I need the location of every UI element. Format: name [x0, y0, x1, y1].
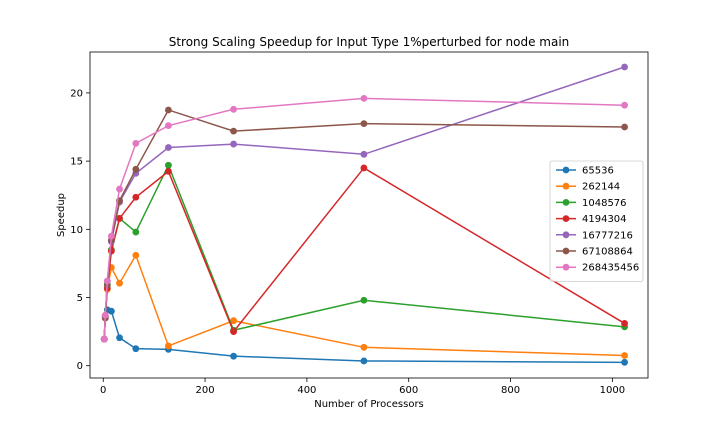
- x-axis: 0 200 400 600 800 1000: [100, 378, 625, 396]
- data-point: [230, 328, 237, 336]
- data-point: [132, 165, 140, 173]
- data-point: [360, 120, 368, 128]
- y-tick-label: 20: [70, 88, 83, 99]
- legend-swatch-marker: [562, 231, 570, 239]
- x-axis-title: Number of Processors: [314, 399, 424, 410]
- plot-frame: [89, 51, 649, 379]
- data-point: [621, 352, 628, 359]
- chart-title: Strong Scaling Speedup for Input Type 1%…: [169, 35, 570, 49]
- legend-label: 1048576: [582, 198, 627, 209]
- legend-label: 268435456: [582, 263, 639, 274]
- data-point: [132, 251, 140, 259]
- legend-swatch-marker: [562, 215, 570, 223]
- legend-swatch-marker: [562, 263, 570, 271]
- data-point: [165, 342, 172, 350]
- legend-item: 16777216: [556, 230, 633, 241]
- data-point: [621, 63, 628, 71]
- data-point: [116, 279, 123, 287]
- data-point: [165, 161, 172, 169]
- legend-item: 268435456: [556, 263, 639, 274]
- x-tick-label: 1000: [600, 385, 625, 396]
- x-tick-label: 600: [399, 385, 418, 396]
- legend-label: 16777216: [582, 230, 633, 241]
- y-tick-label: 15: [70, 157, 83, 168]
- data-point: [107, 307, 115, 315]
- y-axis-title: Speedup: [56, 193, 67, 237]
- data-point: [100, 335, 108, 343]
- series-layer: [100, 63, 628, 366]
- legend: 65536 262144 1048576 4194304 16777216 6710886…: [549, 160, 644, 282]
- x-tick-label: 0: [100, 385, 106, 396]
- legend-item: 262144: [556, 182, 620, 193]
- y-tick-label: 5: [77, 293, 83, 304]
- legend-swatch-marker: [562, 199, 570, 206]
- data-point: [165, 122, 172, 130]
- y-tick-label: 10: [70, 225, 83, 236]
- data-point: [103, 277, 111, 285]
- legend-swatch-marker: [562, 166, 570, 174]
- data-point: [230, 127, 237, 135]
- data-point: [132, 228, 140, 236]
- x-tick-label: 200: [196, 385, 215, 396]
- data-point: [165, 144, 172, 151]
- legend-item: 1048576: [556, 198, 627, 209]
- legend-item: 4194304: [556, 214, 627, 225]
- data-point: [165, 167, 172, 175]
- data-point: [621, 101, 628, 109]
- data-point: [165, 106, 172, 114]
- series-line: [103, 97, 625, 340]
- data-point: [132, 345, 140, 353]
- data-point: [116, 334, 123, 342]
- legend-item: 67108864: [556, 247, 633, 258]
- legend-label: 65536: [582, 166, 614, 177]
- series-268435456: [100, 94, 628, 343]
- legend-label: 262144: [582, 182, 620, 193]
- data-point: [101, 311, 109, 319]
- data-point: [360, 343, 368, 351]
- data-point: [360, 164, 368, 172]
- data-point: [621, 358, 628, 366]
- data-point: [107, 232, 115, 240]
- data-point: [132, 193, 140, 201]
- data-point: [230, 140, 237, 148]
- y-tick-label: 0: [77, 361, 83, 372]
- data-point: [360, 150, 368, 158]
- data-point: [621, 320, 628, 327]
- legend-item: 65536: [556, 166, 614, 177]
- data-point: [230, 105, 237, 113]
- legend-swatch-marker: [562, 182, 570, 190]
- x-tick-label: 400: [297, 385, 316, 396]
- data-point: [360, 296, 368, 304]
- data-point: [116, 215, 123, 222]
- data-point: [230, 352, 237, 360]
- legend-label: 67108864: [582, 247, 633, 258]
- data-point: [116, 185, 123, 193]
- data-point: [360, 357, 368, 365]
- legend-swatch-marker: [562, 247, 570, 255]
- x-tick-label: 800: [501, 385, 520, 396]
- y-axis: 0 5 10 15 20: [70, 88, 90, 372]
- data-point: [360, 94, 368, 102]
- data-point: [621, 123, 628, 131]
- legend-label: 4194304: [582, 214, 627, 225]
- data-point: [132, 139, 140, 147]
- data-point: [230, 317, 237, 325]
